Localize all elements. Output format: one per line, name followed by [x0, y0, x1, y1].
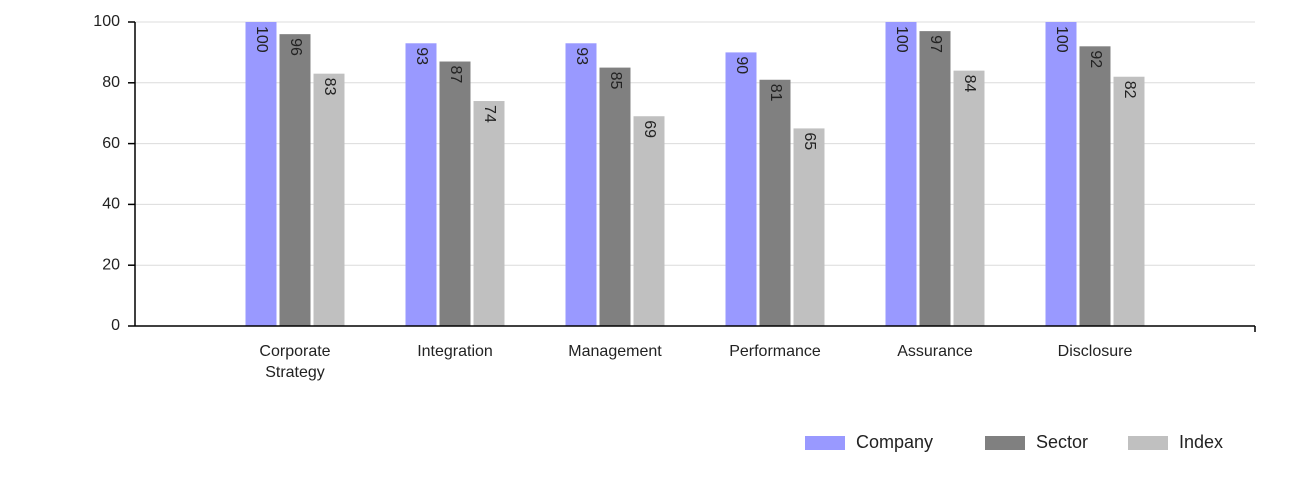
bar-value-label: 93: [573, 47, 590, 65]
y-tick-label: 0: [111, 317, 120, 334]
y-tick-label: 60: [102, 135, 120, 152]
bar: [439, 61, 471, 327]
bar-value-label: 96: [287, 38, 304, 56]
bar: [245, 22, 277, 326]
bar: [725, 52, 757, 327]
x-tick-label: Performance: [729, 343, 821, 360]
y-tick-label: 40: [102, 196, 120, 213]
bar: [405, 43, 437, 326]
bar: [885, 22, 917, 326]
bar-value-label: 90: [733, 56, 750, 74]
bar-value-label: 82: [1121, 81, 1138, 99]
bar: [1079, 46, 1111, 326]
x-tick-label: Corporate Strategy: [259, 343, 330, 381]
legend-label: Sector: [1036, 432, 1088, 452]
bar-value-label: 87: [447, 66, 464, 84]
bar: [1113, 76, 1145, 326]
x-tick-label: Assurance: [897, 343, 973, 360]
bar-value-label: 92: [1087, 50, 1104, 68]
legend-swatch: [805, 436, 845, 450]
x-tick-label: Disclosure: [1058, 343, 1133, 360]
x-tick-label: Integration: [417, 343, 493, 360]
legend-swatch: [985, 436, 1025, 450]
bar: [759, 79, 791, 326]
y-tick-label: 20: [102, 256, 120, 273]
x-tick-label: Management: [568, 343, 662, 360]
bar: [919, 31, 951, 327]
bar-value-label: 84: [961, 75, 978, 93]
bar: [599, 67, 631, 326]
bar-value-label: 100: [253, 26, 270, 53]
bar-value-label: 83: [321, 78, 338, 96]
bar-value-label: 97: [927, 35, 944, 53]
bar: [1045, 22, 1077, 326]
bar-value-label: 65: [801, 132, 818, 150]
bar-value-label: 93: [413, 47, 430, 65]
y-tick-label: 80: [102, 74, 120, 91]
legend-swatch: [1128, 436, 1168, 450]
bar-value-label: 100: [1053, 26, 1070, 53]
bar: [633, 116, 665, 327]
bar-value-label: 85: [607, 72, 624, 90]
bar: [473, 101, 505, 326]
bar: [793, 128, 825, 326]
legend-label: Index: [1179, 432, 1223, 452]
legend-label: Company: [856, 432, 933, 452]
bar: [313, 73, 345, 327]
bar-value-label: 69: [641, 120, 658, 138]
bar-value-label: 81: [767, 84, 784, 102]
bar: [279, 34, 311, 326]
bar: [953, 70, 985, 326]
bar: [565, 43, 597, 326]
y-tick-label: 100: [93, 13, 120, 30]
bar-value-label: 74: [481, 105, 498, 123]
bar-value-label: 100: [893, 26, 910, 53]
